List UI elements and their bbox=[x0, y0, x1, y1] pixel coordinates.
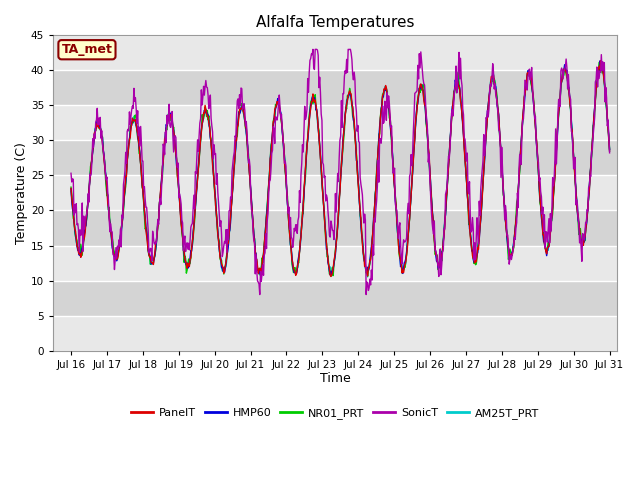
X-axis label: Time: Time bbox=[319, 372, 350, 385]
Legend: PanelT, HMP60, NR01_PRT, SonicT, AM25T_PRT: PanelT, HMP60, NR01_PRT, SonicT, AM25T_P… bbox=[127, 404, 543, 423]
Bar bbox=[53, 36, 617, 71]
Bar bbox=[53, 245, 617, 280]
Text: TA_met: TA_met bbox=[61, 43, 113, 56]
Bar bbox=[53, 211, 617, 245]
Bar bbox=[53, 141, 617, 176]
Y-axis label: Temperature (C): Temperature (C) bbox=[15, 142, 28, 244]
Bar bbox=[53, 106, 617, 141]
Bar bbox=[53, 71, 617, 106]
Bar bbox=[53, 315, 617, 350]
Bar bbox=[53, 280, 617, 315]
Title: Alfalfa Temperatures: Alfalfa Temperatures bbox=[255, 15, 414, 30]
Bar bbox=[53, 176, 617, 211]
